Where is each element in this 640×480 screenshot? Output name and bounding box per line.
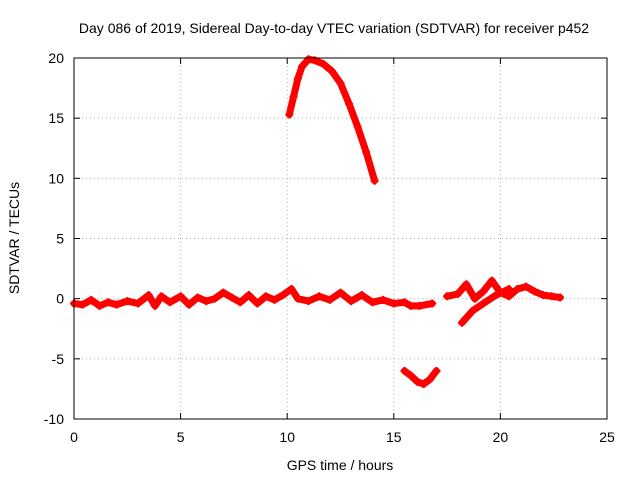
data-point [95,301,104,310]
axis-ticks: 0 5 10 15 20 25 -10 -5 0 5 10 15 20 [44,50,615,445]
data-point [278,291,287,300]
data-point [285,110,294,119]
data-point [406,371,415,380]
data-point [432,366,441,375]
data-point [325,295,334,304]
data-point [289,92,298,101]
x-tick-label: 25 [599,429,615,445]
data-point [362,147,371,156]
data-series [70,55,565,389]
data-point [298,62,307,71]
data-point [379,295,388,304]
data-point [468,306,477,315]
data-point [443,292,452,301]
data-point [428,299,437,308]
data-point [539,291,548,300]
y-tick-label: 15 [48,110,64,126]
data-point [470,294,479,303]
data-point [453,289,462,298]
data-point [304,297,313,306]
y-tick-label: 20 [48,50,64,66]
x-tick-label: 20 [493,429,509,445]
data-point [547,292,556,301]
data-point [389,299,398,308]
data-point [406,301,415,310]
y-axis-label: SDTVAR / TECUs [6,182,22,294]
data-point [236,298,245,307]
data-point [244,291,253,300]
data-point [293,294,302,303]
data-point [227,293,236,302]
data-point [319,60,328,69]
grid-lines [74,58,607,419]
data-point [413,377,422,386]
data-point [144,291,153,300]
data-point [357,291,366,300]
x-axis-label: GPS time / hours [287,457,394,473]
data-point [202,297,211,306]
data-point [347,297,356,306]
data-point [253,299,262,308]
data-point [87,295,96,304]
data-point [462,280,471,289]
x-tick-label: 10 [279,429,295,445]
data-point [287,285,296,294]
data-point [504,285,513,294]
chart-title: Day 086 of 2019, Sidereal Day-to-day VTE… [79,20,589,36]
data-point [78,300,87,309]
data-point [185,300,194,309]
y-tick-label: -10 [44,411,64,427]
data-point [530,287,539,296]
y-tick-label: 5 [56,231,64,247]
data-point [521,282,530,291]
data-point [556,293,565,302]
data-point [419,380,428,389]
series-line-baseline [70,285,436,310]
data-point [270,295,279,304]
data-point [157,292,166,301]
data-point [315,292,324,301]
data-point [513,285,522,294]
data-point [370,176,379,185]
y-tick-label: -5 [52,351,65,367]
data-point [210,294,219,303]
y-tick-label: 10 [48,170,64,186]
data-point [345,99,354,108]
data-point [492,291,501,300]
data-point [458,318,467,327]
data-point [123,297,132,306]
data-point [165,298,174,307]
data-point [327,67,336,76]
data-point [304,55,313,64]
x-tick-label: 0 [70,429,78,445]
plot-frame [73,57,608,420]
data-point [293,74,302,83]
data-point [426,375,435,384]
data-point [112,300,121,309]
y-tick-label: 0 [56,291,64,307]
data-point [219,288,228,297]
data-point [261,292,270,301]
x-tick-label: 15 [386,429,402,445]
data-point [176,292,185,301]
data-point [400,366,409,375]
data-point [193,293,202,302]
data-point [368,298,377,307]
data-point [400,298,409,307]
data-point [415,301,424,310]
data-point [504,292,513,301]
data-point [479,299,488,308]
data-point [487,276,496,285]
data-point [104,298,113,307]
data-point [336,79,345,88]
data-point [336,288,345,297]
data-point [353,122,362,131]
data-point [151,301,160,310]
data-point [133,299,142,308]
x-tick-label: 5 [177,429,185,445]
data-point [479,287,488,296]
